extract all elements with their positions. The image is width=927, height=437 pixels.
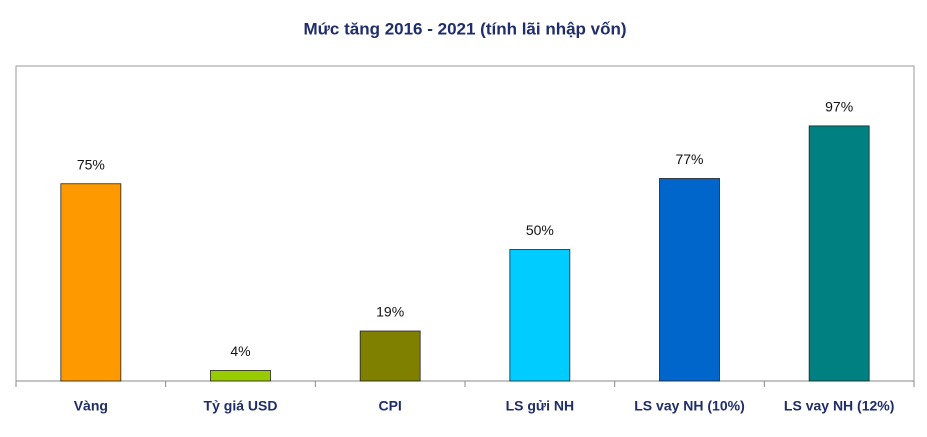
bar	[659, 178, 720, 382]
value-label: 50%	[526, 222, 554, 238]
bar	[60, 183, 122, 382]
bar	[359, 330, 421, 382]
bar	[210, 370, 271, 382]
value-label: 19%	[376, 304, 404, 320]
chart-title: Mức tăng 2016 - 2021 (tính lãi nhập vốn)	[303, 19, 626, 38]
x-tick-label: LS vay NH (12%)	[784, 398, 894, 414]
x-tick-label: CPI	[378, 398, 401, 414]
x-tick-label: LS vay NH (10%)	[634, 398, 744, 414]
plot-frame	[15, 65, 915, 382]
bar	[808, 125, 870, 382]
value-label: 97%	[825, 99, 853, 115]
value-label: 4%	[230, 343, 250, 359]
value-label: 77%	[675, 151, 703, 167]
bar	[509, 249, 571, 382]
value-label: 75%	[77, 156, 105, 172]
x-tick-label: Tỷ giá USD	[204, 398, 278, 414]
x-tick-label: Vàng	[74, 398, 108, 414]
x-tick-label: LS gửi NH	[506, 398, 574, 414]
